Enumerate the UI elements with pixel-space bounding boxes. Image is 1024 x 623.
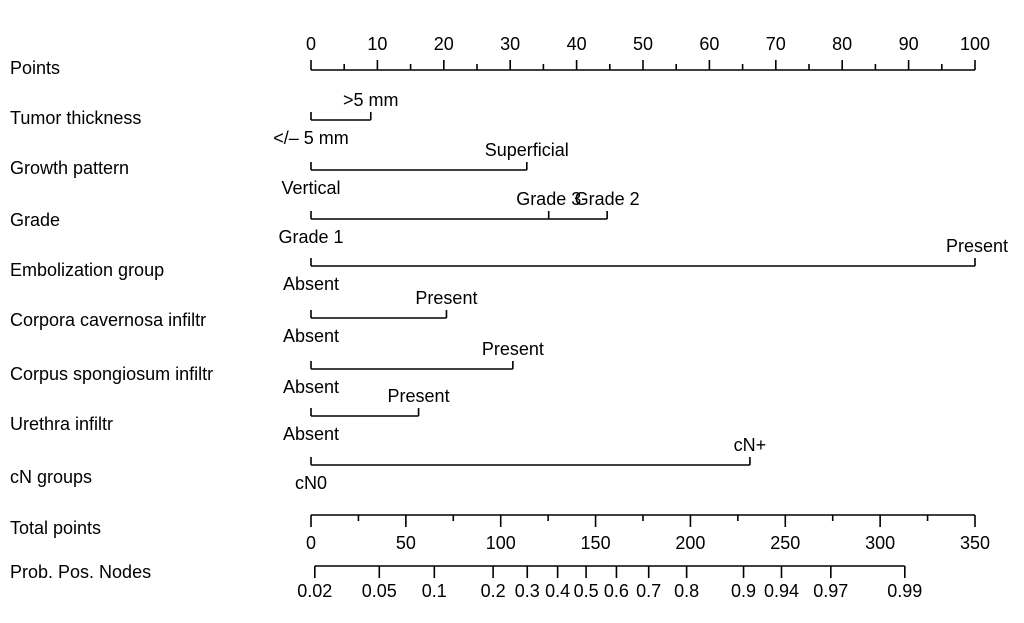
total-points-axis-tick-label: 350: [960, 533, 990, 553]
variable-scale: Absent Present: [283, 288, 478, 346]
probability-axis-tick-label: 0.2: [481, 581, 506, 601]
probability-axis-tick-label: 0.4: [545, 581, 570, 601]
points-axis-tick-label: 50: [633, 34, 653, 54]
points-axis-label: Points: [10, 58, 60, 78]
probability-axis-tick-label: 0.7: [636, 581, 661, 601]
points-axis-tick-label: 30: [500, 34, 520, 54]
probability-axis-tick-label: 0.3: [515, 581, 540, 601]
probability-axis-tick-label: 0.1: [422, 581, 447, 601]
variable-level-label: Present: [482, 339, 544, 359]
variable-scale: Absent Present: [283, 386, 450, 444]
points-axis-tick-label: 60: [699, 34, 719, 54]
variable-level-label: cN+: [734, 435, 767, 455]
variable-scale: Vertical Superficial: [281, 140, 568, 198]
probability-axis-tick-label: 0.97: [813, 581, 848, 601]
total-points-axis-tick-label: 150: [581, 533, 611, 553]
variable-scale: Absent Present: [283, 339, 544, 397]
total-points-axis-tick-label: 0: [306, 533, 316, 553]
probability-axis-tick-label: 0.6: [604, 581, 629, 601]
points-axis-tick-label: 80: [832, 34, 852, 54]
variable-level-label: Grade 1: [278, 227, 343, 247]
variable-level-label: Superficial: [485, 140, 569, 160]
probability-axis-tick-label: 0.8: [674, 581, 699, 601]
variable-label-corpus-spongiosum: Corpus spongiosum infiltr: [10, 364, 213, 384]
variable-level-label: Absent: [283, 377, 339, 397]
variable-label-cn-groups: cN groups: [10, 467, 92, 487]
variable-scale: cN0 cN+: [295, 435, 766, 493]
row-labels: Points Tumor thickness Growth pattern Gr…: [10, 58, 213, 582]
points-axis-tick-label: 0: [306, 34, 316, 54]
points-axis-tick-label: 40: [567, 34, 587, 54]
points-axis-tick-label: 70: [766, 34, 786, 54]
probability-axis-tick-label: 0.5: [574, 581, 599, 601]
variable-label-tumor-thickness: Tumor thickness: [10, 108, 141, 128]
variable-label-growth-pattern: Growth pattern: [10, 158, 129, 178]
variable-label-urethra: Urethra infiltr: [10, 414, 113, 434]
total-points-axis-tick-label: 300: [865, 533, 895, 553]
variable-level-label: Absent: [283, 274, 339, 294]
total-points-axis-tick-label: 200: [675, 533, 705, 553]
probability-axis-tick-label: 0.94: [764, 581, 799, 601]
variable-level-label: Vertical: [281, 178, 340, 198]
probability-axis-tick-label: 0.9: [731, 581, 756, 601]
probability-axis-tick-label: 0.99: [887, 581, 922, 601]
probability-axis-tick-label: 0.05: [362, 581, 397, 601]
variable-level-label: Present: [388, 386, 450, 406]
total-points-axis-tick-label: 250: [770, 533, 800, 553]
variable-label-corpora-cavernosa: Corpora cavernosa infiltr: [10, 310, 206, 330]
variable-level-label: </– 5 mm: [273, 128, 349, 148]
total-points-axis-tick-label: 100: [486, 533, 516, 553]
variable-level-label: Present: [415, 288, 477, 308]
points-axis-tick-label: 90: [899, 34, 919, 54]
axes: 0 10 20 30 40 50 60 70 80 90 100 0 50 100 150 200 250 300…: [297, 34, 990, 601]
variable-level-label: >5 mm: [343, 90, 399, 110]
total-points-axis-label: Total points: [10, 518, 101, 538]
variable-scale: </– 5 mm >5 mm: [273, 90, 398, 148]
variable-scale: Absent Present: [283, 236, 1008, 294]
variable-level-label: Grade 3: [516, 189, 581, 209]
variable-level-label: Grade 2: [575, 189, 640, 209]
variable-label-embolization-group: Embolization group: [10, 260, 164, 280]
variable-level-label: Absent: [283, 326, 339, 346]
variable-level-label: cN0: [295, 473, 327, 493]
points-axis-tick-label: 20: [434, 34, 454, 54]
probability-axis-tick-label: 0.02: [297, 581, 332, 601]
variable-label-grade: Grade: [10, 210, 60, 230]
variable-level-label: Present: [946, 236, 1008, 256]
variable-level-label: Absent: [283, 424, 339, 444]
probability-axis-label: Prob. Pos. Nodes: [10, 562, 151, 582]
total-points-axis-tick-label: 50: [396, 533, 416, 553]
points-axis-tick-label: 10: [367, 34, 387, 54]
points-axis-tick-label: 100: [960, 34, 990, 54]
